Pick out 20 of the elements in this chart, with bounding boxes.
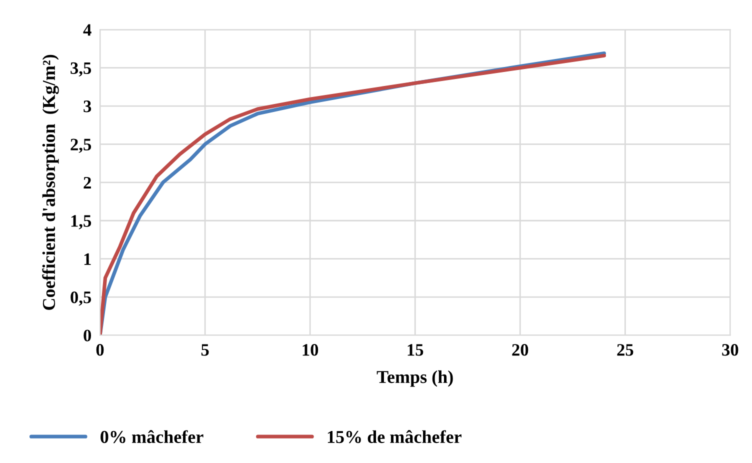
x-tick-label: 5 xyxy=(201,344,209,356)
y-tick-label: 3 xyxy=(84,100,92,112)
y-tick-label: 1 xyxy=(84,253,91,265)
y-tick-label: 1,5 xyxy=(71,215,92,230)
y-tick-label: 4 xyxy=(83,24,92,36)
y-tick-label: 3,5 xyxy=(70,62,92,77)
x-tick-label: 0 xyxy=(96,344,104,356)
y-tick-label: 2 xyxy=(84,176,91,188)
x-axis-title: Temps (h) xyxy=(376,370,453,387)
y-tick-label: 0 xyxy=(84,330,92,342)
x-tick-label: 30 xyxy=(722,344,738,356)
x-tick-label: 10 xyxy=(302,344,318,356)
legend-label: 15% de mâchefer xyxy=(328,430,462,444)
x-tick-label: 15 xyxy=(408,344,424,356)
legend-label: 0% mâchefer xyxy=(100,430,204,444)
y-tick-label: 2,5 xyxy=(70,138,92,153)
x-tick-label: 20 xyxy=(512,344,528,356)
y-axis-title: Coefficient d'absorption (Kg/m²) xyxy=(42,54,59,310)
y-tick-label: 0,5 xyxy=(70,291,92,306)
x-tick-label: 25 xyxy=(617,344,634,356)
